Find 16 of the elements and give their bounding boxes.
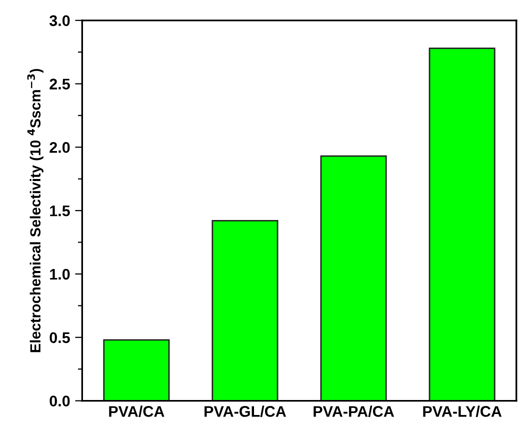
y-tick-label: 0.0 (50, 396, 70, 406)
x-tick-label: PVA-PA/CA (314, 406, 394, 418)
bar (428, 48, 496, 401)
y-tick-label: 1.5 (50, 206, 70, 216)
y-axis-title: Electrochemical Selectivity (10 $^{4}$Sscm$^{−3}$) (27, 68, 44, 352)
x-tick-label: PVA-LY/CA (423, 406, 502, 418)
y-tick-label: 0.5 (50, 332, 70, 344)
x-tick-label: PVA/CA (109, 406, 164, 418)
bar (103, 339, 170, 401)
x-tick-label: PVA-GL/CA (204, 406, 286, 418)
bar (320, 155, 387, 401)
y-tick-label: 3.0 (49, 15, 70, 26)
y-tick-label: 2.0 (50, 142, 70, 153)
bar (212, 220, 278, 401)
y-tick-label: 2.5 (50, 78, 70, 90)
y-tick-label: 1.0 (50, 268, 70, 280)
